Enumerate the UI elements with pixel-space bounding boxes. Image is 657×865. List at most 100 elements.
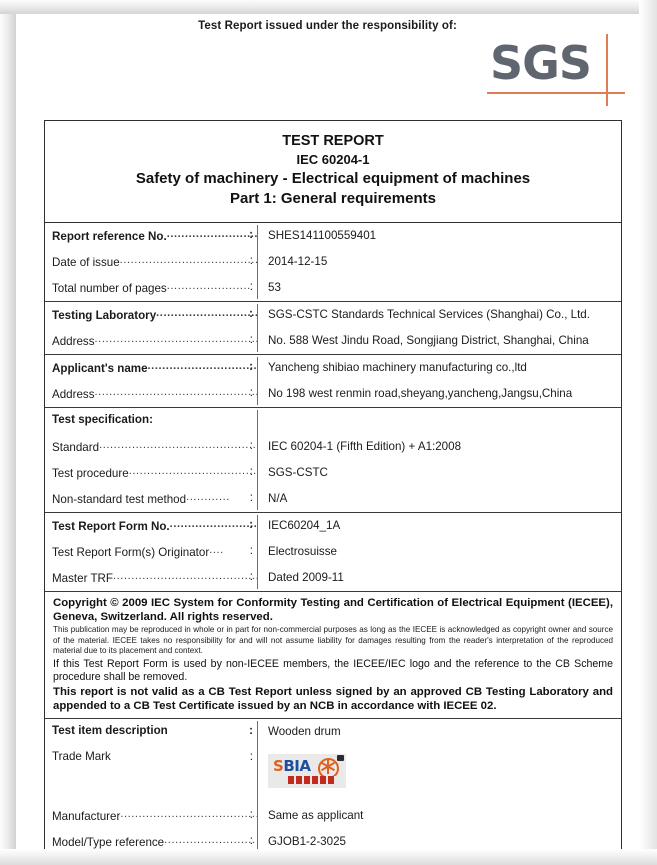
table-row: Standard................................… bbox=[45, 434, 621, 460]
field-label-text: Date of issue bbox=[52, 256, 120, 270]
page-title: Test Report issued under the responsibil… bbox=[198, 20, 457, 32]
page-shadow-top bbox=[0, 0, 657, 14]
test-item-group: Test item description : Wooden drum Trad… bbox=[45, 719, 621, 865]
field-label-text: Address bbox=[52, 335, 95, 349]
field-colon: : bbox=[249, 724, 253, 738]
field-value: 2014-12-15 bbox=[268, 255, 328, 269]
leader-dots: ........................................… bbox=[99, 439, 257, 452]
field-label: Non-standard test method............: bbox=[45, 486, 257, 510]
field-colon: : bbox=[249, 280, 253, 294]
field-value bbox=[257, 408, 621, 418]
field-label: Trade Mark : bbox=[45, 745, 257, 767]
leader-dots: ..................................... bbox=[128, 465, 257, 478]
field-label: Master TRF..............................… bbox=[45, 565, 257, 589]
field-colon: : bbox=[249, 360, 253, 374]
field-group: Testing Laboratory......................… bbox=[45, 302, 621, 356]
field-colon: : bbox=[249, 465, 253, 479]
report-title-line-2: IEC 60204-1 bbox=[296, 152, 370, 168]
copyright-heading: Copyright © 2009 IEC System for Conformi… bbox=[53, 597, 613, 624]
field-label-text: Test item description bbox=[52, 724, 168, 738]
field-label-text: Test Report Form No. bbox=[52, 520, 170, 534]
copyright-fine-print: This publication may be reproduced in wh… bbox=[53, 625, 613, 656]
field-label-text: Manufacturer bbox=[52, 810, 121, 824]
field-value: SBIA bbox=[257, 745, 621, 792]
sbia-trademark-logo: SBIA bbox=[268, 754, 346, 789]
leader-dots: ......................... bbox=[166, 228, 257, 241]
field-colon: : bbox=[249, 544, 253, 558]
leader-dots: ............ bbox=[186, 491, 230, 504]
sbia-letter-s: S bbox=[273, 757, 284, 776]
sgs-wordmark: SGS bbox=[490, 36, 592, 90]
field-value: IEC60204_1A bbox=[268, 519, 341, 533]
field-label-text: Total number of pages bbox=[52, 282, 167, 296]
field-label-text: Applicant's name bbox=[52, 362, 148, 376]
field-value: SGS-CSTC bbox=[268, 466, 328, 480]
registered-mark-icon bbox=[337, 755, 344, 762]
copyright-validity: This report is not valid as a CB Test Re… bbox=[53, 686, 613, 713]
table-row: Model/Type reference....................… bbox=[45, 829, 621, 855]
field-label-text: Master TRF bbox=[52, 572, 113, 586]
report-table: TEST REPORT IEC 60204-1 Safety of machin… bbox=[44, 120, 622, 865]
leader-dots: .... bbox=[209, 544, 224, 557]
page-shadow-bottom bbox=[0, 849, 657, 865]
column-divider bbox=[257, 357, 258, 406]
field-label: Test specification: bbox=[45, 408, 257, 430]
sgs-logo: SGS bbox=[484, 34, 625, 106]
field-value: Same as applicant bbox=[268, 809, 364, 823]
sbia-letters-bia: BIA bbox=[283, 757, 311, 776]
leader-dots: ......................... bbox=[169, 518, 257, 531]
leader-dots: ............................. bbox=[156, 307, 257, 320]
field-label: Address.................................… bbox=[45, 381, 257, 405]
copyright-block: Copyright © 2009 IEC System for Conformi… bbox=[45, 592, 621, 720]
field-label-text: Address bbox=[52, 388, 95, 402]
field-colon: : bbox=[249, 439, 253, 453]
field-value: Yancheng shibiao machinery manufacturing… bbox=[268, 361, 527, 375]
table-row: Test procedure..........................… bbox=[45, 460, 621, 486]
field-label: Date of issue...........................… bbox=[45, 249, 257, 273]
field-label: Test procedure..........................… bbox=[45, 460, 257, 484]
table-row: Address.................................… bbox=[45, 381, 621, 407]
report-page: Test Report issued under the responsibil… bbox=[14, 12, 641, 865]
leader-dots: ........................................… bbox=[94, 333, 257, 346]
field-label: Report reference No.....................… bbox=[45, 223, 257, 247]
table-row: Total number of pages...................… bbox=[45, 275, 621, 301]
field-colon: : bbox=[249, 491, 253, 505]
field-group: Test Report Form No.....................… bbox=[45, 513, 621, 593]
report-title-line-4: Part 1: General requirements bbox=[230, 189, 436, 207]
leader-dots: ........................................… bbox=[112, 570, 257, 583]
column-divider bbox=[257, 304, 258, 353]
table-row: Test Report Form No.....................… bbox=[45, 513, 621, 539]
field-label-text: Testing Laboratory bbox=[52, 309, 157, 323]
field-colon: : bbox=[249, 333, 253, 347]
field-colon: : bbox=[249, 518, 253, 532]
field-colon: : bbox=[249, 808, 253, 822]
field-value: GJOB1-2-3025 bbox=[268, 835, 346, 849]
column-divider bbox=[257, 410, 258, 511]
field-value: SHES141100559401 bbox=[268, 229, 377, 243]
table-row: Address.................................… bbox=[45, 328, 621, 354]
table-row: Test Report Form(s) Originator....: Elect… bbox=[45, 539, 621, 565]
field-label: Standard................................… bbox=[45, 434, 257, 458]
page-shadow-right bbox=[639, 0, 657, 865]
field-colon: : bbox=[249, 570, 253, 584]
field-value: Dated 2009-11 bbox=[268, 571, 344, 585]
field-colon: : bbox=[249, 834, 253, 848]
leader-dots: ....................... bbox=[166, 280, 251, 293]
field-colon: : bbox=[249, 750, 253, 764]
report-field-groups: Report reference No.....................… bbox=[45, 223, 621, 593]
column-divider bbox=[257, 225, 258, 300]
chinese-characters-graphic bbox=[288, 776, 336, 785]
field-label: Test Report Form No.....................… bbox=[45, 513, 257, 537]
field-value: SGS-CSTC Standards Technical Services (S… bbox=[268, 308, 590, 322]
field-value: IEC 60204-1 (Fifth Edition) + A1:2008 bbox=[268, 440, 462, 454]
table-row: Applicant's name........................… bbox=[45, 355, 621, 381]
field-label: Test Report Form(s) Originator....: bbox=[45, 539, 257, 563]
sgs-logo-horizontal-rule bbox=[487, 92, 625, 94]
field-value: Wooden drum bbox=[268, 725, 341, 739]
table-row: Manufacturer............................… bbox=[45, 803, 621, 829]
column-divider bbox=[257, 515, 258, 590]
table-row: Non-standard test method............: N/A bbox=[45, 486, 621, 512]
report-title-block: TEST REPORT IEC 60204-1 Safety of machin… bbox=[45, 121, 621, 224]
field-value: N/A bbox=[268, 492, 288, 506]
